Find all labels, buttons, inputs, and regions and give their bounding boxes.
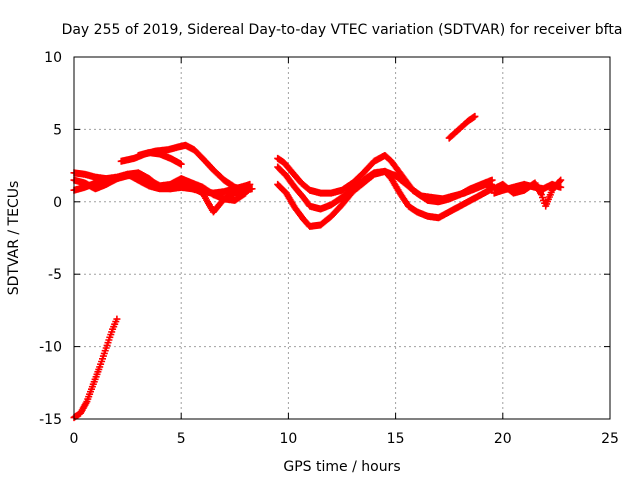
data-point-markers xyxy=(490,176,565,210)
y-tick-label: 5 xyxy=(53,122,62,138)
data-markers xyxy=(70,112,565,422)
series-arc-6 xyxy=(134,149,185,168)
x-tick-label: 5 xyxy=(177,431,186,447)
series-arc-12 xyxy=(445,112,479,142)
x-tick-label: 0 xyxy=(70,431,79,447)
x-axis-label: GPS time / hours xyxy=(283,459,400,475)
x-tick-label: 20 xyxy=(494,431,512,447)
data-point-markers xyxy=(445,112,479,142)
data-point-markers xyxy=(274,167,496,230)
y-tick-label: -15 xyxy=(39,412,62,428)
x-tick-label: 10 xyxy=(279,431,297,447)
y-tick-label: -5 xyxy=(48,267,62,283)
chart-title: Day 255 of 2019, Sidereal Day-to-day VTE… xyxy=(62,22,623,38)
series-arc-9 xyxy=(274,167,496,230)
x-tick-label: 15 xyxy=(387,431,405,447)
y-tick-label: -10 xyxy=(39,340,62,356)
grid xyxy=(74,57,610,419)
y-tick-label: 0 xyxy=(53,195,62,211)
axis-ticks: 0 5 10 15 20 25 -15 -10 -5 0 5 10 xyxy=(39,50,619,447)
x-tick-label: 25 xyxy=(601,431,619,447)
y-axis-label: SDTVAR / TECUs xyxy=(6,181,22,296)
data-point-markers xyxy=(134,149,185,168)
plot-frame xyxy=(73,56,611,420)
y-tick-label: 10 xyxy=(44,50,62,66)
series-arc-11 xyxy=(490,176,565,210)
